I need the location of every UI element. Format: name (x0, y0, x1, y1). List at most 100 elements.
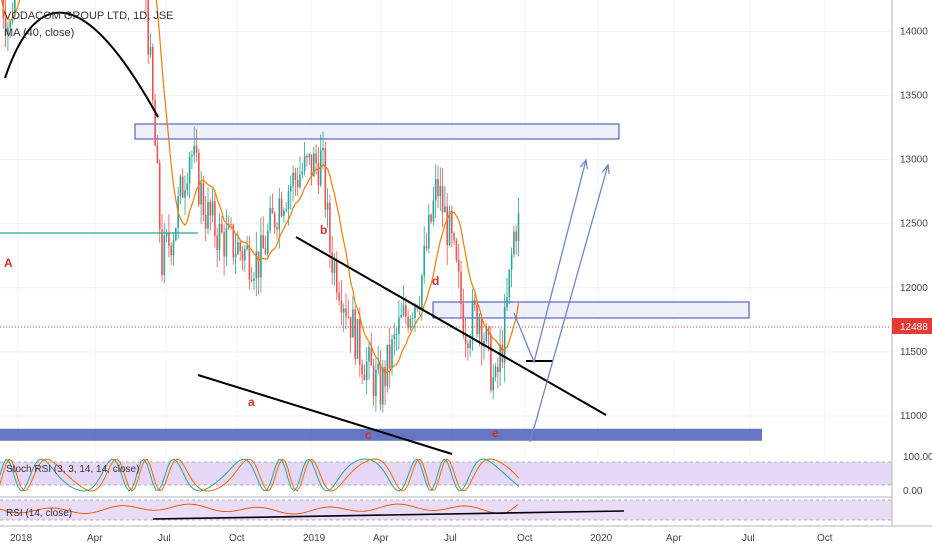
candle-body (147, 0, 149, 55)
candle-body (382, 366, 384, 405)
candle-body (333, 260, 336, 273)
candle-body (218, 223, 221, 251)
candle-body (434, 178, 437, 201)
candle-body (9, 21, 11, 28)
candle-body (179, 176, 182, 196)
candle-body (432, 200, 435, 222)
candle-body (317, 163, 320, 186)
wave-label-a: a (248, 395, 255, 409)
candle-body (444, 206, 446, 213)
candle-body (246, 246, 248, 249)
candle-body (168, 232, 170, 246)
candle-body (184, 190, 186, 198)
y-tick-label: 11500 (900, 347, 928, 358)
candle-body (207, 201, 209, 229)
candle-body (513, 231, 515, 255)
candle-body (267, 230, 269, 254)
candle-body (269, 207, 271, 231)
candle-body (202, 183, 205, 215)
rsi-line (0, 503, 519, 515)
wave-label-d: d (432, 274, 439, 288)
candle-body (474, 300, 476, 305)
x-tick-label: 2019 (303, 533, 326, 544)
candle-body (204, 214, 207, 229)
candle-body (503, 307, 506, 363)
candle-body (377, 364, 379, 370)
candle-body (391, 339, 393, 369)
candle-body (248, 246, 251, 280)
candle-body (347, 316, 350, 318)
y-tick-label: 14000 (900, 26, 928, 37)
candle-body (161, 229, 163, 276)
candle-body (356, 319, 359, 359)
candle-body (476, 304, 478, 335)
x-tick-label: Oct (517, 533, 533, 544)
candle-body (175, 227, 177, 241)
x-tick-label: Apr (666, 533, 682, 544)
candle-body (423, 245, 425, 276)
y-tick-label: 12500 (900, 219, 928, 230)
candle-body (308, 154, 310, 158)
x-tick-label: Apr (373, 533, 389, 544)
rsi-band (0, 500, 892, 520)
y-tick-label: 11000 (900, 411, 928, 422)
candle-body (260, 235, 262, 278)
candle-body (7, 27, 9, 35)
candle-body (469, 340, 471, 348)
candle-body (494, 366, 497, 378)
candle-body (253, 278, 255, 281)
candle-body (485, 327, 488, 341)
projection-arrow-2 (529, 164, 609, 443)
candle-body (255, 251, 258, 279)
candle-body (393, 334, 396, 340)
candle-body (402, 305, 405, 315)
candle-body (411, 317, 414, 319)
candle-body (480, 318, 483, 347)
candle-body (414, 305, 416, 318)
candle-body (478, 318, 481, 335)
candle-body (453, 233, 455, 241)
candle-body (198, 152, 200, 205)
candle-body (4, 18, 7, 35)
wave-label-b: b (320, 223, 327, 237)
candle-body (342, 308, 345, 313)
candle-body (405, 305, 407, 317)
candle-body (340, 300, 343, 313)
indicator-label: MA (40, close) (4, 27, 74, 39)
x-tick-label: Jul (158, 533, 171, 544)
candle-body (223, 232, 225, 257)
candle-body (163, 235, 166, 276)
wave-label-e: e (492, 426, 499, 440)
candle-body (165, 232, 168, 236)
candle-body (225, 228, 228, 257)
candle-body (451, 210, 453, 234)
candle-body (273, 213, 276, 228)
candle-body (388, 344, 391, 369)
candle-body (386, 344, 389, 387)
candle-body (363, 374, 366, 381)
upper-trendline (295, 236, 607, 416)
candle-body (467, 343, 469, 348)
candle-body (186, 183, 189, 191)
candle-body (287, 191, 290, 209)
candle-body (370, 347, 373, 366)
candle-body (193, 145, 195, 156)
projection-arrow-1 (513, 159, 587, 365)
candle-body (501, 344, 504, 363)
candle-body (211, 201, 214, 216)
candle-body (234, 253, 237, 258)
candle-body (352, 309, 354, 338)
candle-body (384, 366, 386, 387)
candle-body (359, 319, 361, 365)
candle-body (14, 0, 16, 17)
candle-body (239, 242, 241, 252)
candle-body (292, 172, 294, 187)
rsi-label: RSI (14, close) (6, 508, 72, 519)
candle-body (244, 248, 246, 261)
candle-body (345, 308, 347, 317)
x-tick-label: Jul (444, 533, 457, 544)
candle-body (483, 340, 485, 347)
lower-trendline (197, 374, 453, 455)
candle-body (216, 235, 218, 251)
